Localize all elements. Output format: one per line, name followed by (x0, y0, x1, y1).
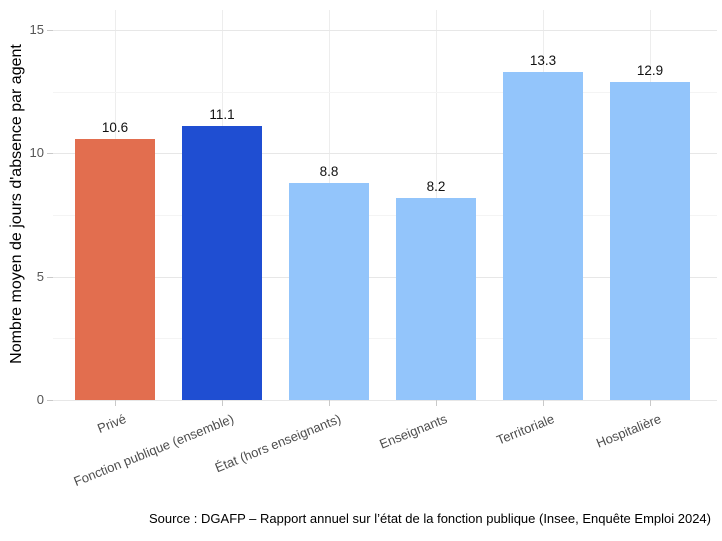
bar-état-hors-enseignants- (289, 182, 369, 400)
x-axis-category-label: Privé (95, 411, 129, 437)
y-axis-tick-label: 5 (36, 269, 44, 284)
bar-value-label: 8.8 (319, 163, 339, 179)
bar-privé (75, 138, 155, 400)
gridline-major (53, 400, 717, 401)
source-caption: Source : DGAFP – Rapport annuel sur l’ét… (149, 511, 711, 526)
gridline-minor (53, 338, 717, 339)
y-axis-tick-label: 0 (36, 392, 44, 407)
y-axis-tick-label: 10 (29, 145, 44, 160)
x-axis-tick (222, 400, 223, 406)
y-axis-tick-label: 15 (29, 22, 44, 37)
bar-value-label: 11.1 (209, 107, 235, 123)
gridline-major (53, 153, 717, 154)
gridline-minor (53, 215, 717, 216)
gridline-major (53, 30, 717, 31)
x-axis-tick (436, 400, 437, 406)
gridline-major (53, 277, 717, 278)
bar-fonction-publique-ensemble- (182, 126, 262, 400)
y-axis-tick (47, 277, 53, 278)
x-axis-tick (650, 400, 651, 406)
y-axis-tick (47, 30, 53, 31)
bar-value-label: 12.9 (636, 62, 664, 78)
y-axis-title-container: Nombre moyen de jours d'absence par agen… (2, 0, 32, 408)
x-axis-tick (115, 400, 116, 406)
y-axis-tick (47, 400, 53, 401)
bar-value-label: 8.2 (426, 178, 446, 194)
x-axis-tick (329, 400, 330, 406)
gridline-minor (53, 92, 717, 93)
x-axis-tick (543, 400, 544, 406)
y-axis-tick (47, 153, 53, 154)
x-axis-category-label: Territoriale (494, 411, 557, 448)
bar-enseignants (396, 197, 476, 400)
x-axis-category-label: Hospitalière (594, 411, 664, 451)
y-axis-title: Nombre moyen de jours d'absence par agen… (8, 44, 25, 364)
x-axis-category-label: Enseignants (377, 411, 450, 452)
bar-value-label: 13.3 (529, 52, 557, 68)
bar-value-label: 10.6 (101, 119, 129, 135)
bar-hospitalière (610, 81, 690, 400)
bar-territoriale (503, 71, 583, 400)
